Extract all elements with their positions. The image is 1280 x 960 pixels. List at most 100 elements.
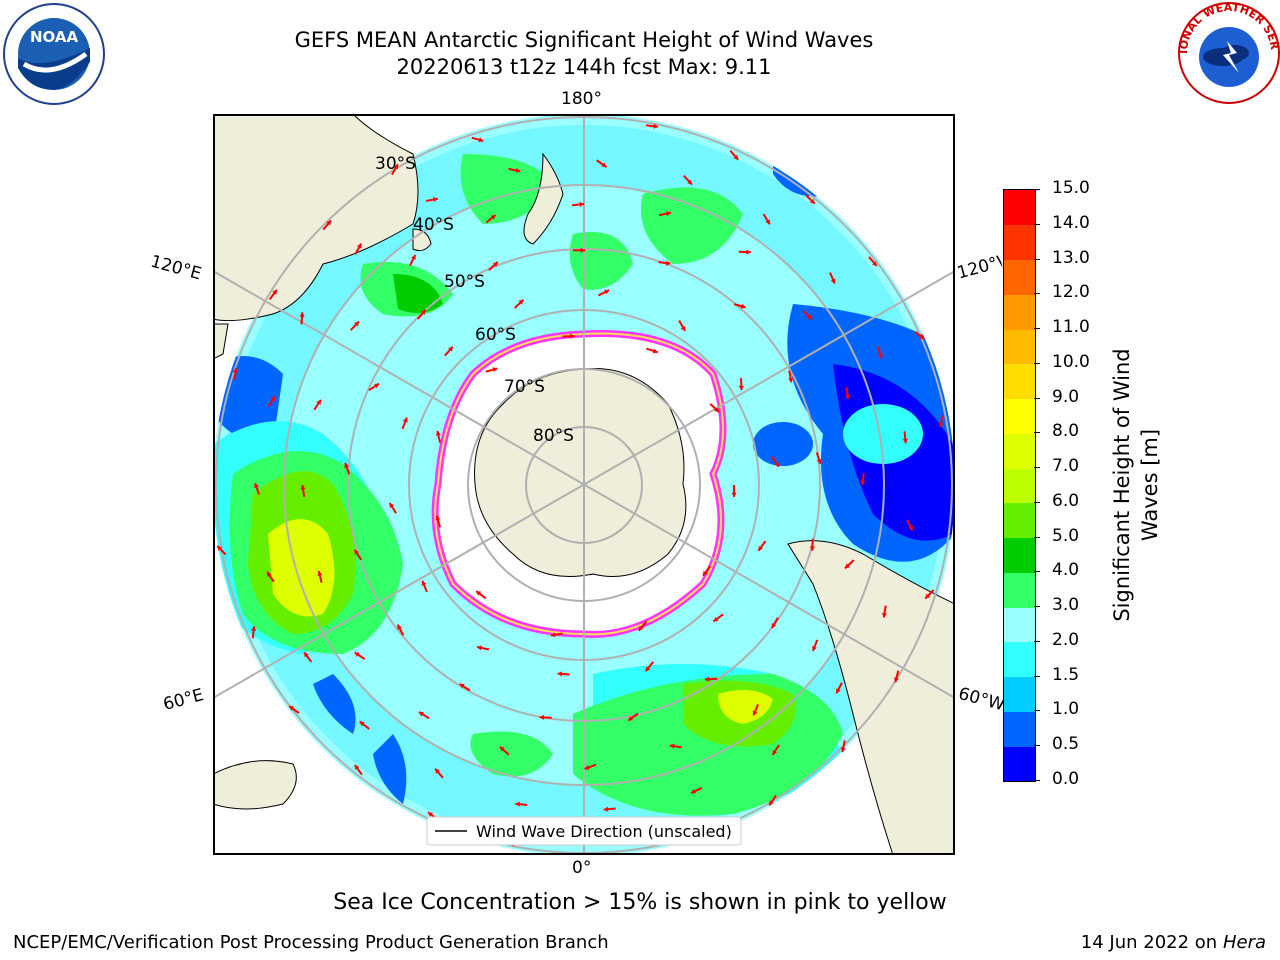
date-stamp: 14 Jun 2022 on Hera — [1081, 932, 1266, 953]
lat-label-80s: 80°S — [533, 426, 574, 446]
sea-ice-note: Sea Ice Concentration > 15% is shown in … — [333, 890, 947, 915]
nws-logo: NATIONAL WEATHER SERVICE — [1177, 1, 1280, 104]
colorbar-tick-mark — [1034, 397, 1040, 399]
colorbar-tick-label: 1.5 — [1052, 664, 1080, 685]
lat-label-50s: 50°S — [444, 272, 485, 292]
colorbar-tick-label: 4.0 — [1052, 560, 1080, 581]
wave-arrow-head — [354, 321, 360, 327]
wave-arrow-head — [420, 309, 426, 315]
wave-arrow-head — [492, 367, 498, 373]
colorbar-tick-mark — [1034, 258, 1040, 260]
lat-label-40s: 40°S — [413, 215, 454, 235]
colorbar-tick-label: 5.0 — [1052, 525, 1080, 546]
wave-arrow-head — [806, 314, 812, 320]
legend-box — [426, 816, 742, 846]
wave-arrow-head — [435, 515, 441, 521]
wave-arrow-head — [872, 261, 877, 267]
wave-arrow-head — [601, 162, 607, 168]
lon-label-left-lower: 60°E — [161, 685, 206, 715]
colorbar-bin — [1004, 711, 1035, 747]
wave-arrow-head — [908, 525, 913, 531]
colorbar-tick-mark — [1034, 293, 1040, 295]
wave-arrow-head — [731, 492, 737, 497]
wave-arrow-head — [809, 546, 815, 551]
wave-arrow-head — [603, 806, 609, 812]
wave-arrow-head — [758, 545, 763, 551]
wave-arrow-head — [666, 211, 671, 217]
colorbar-tick-label: 2.0 — [1052, 629, 1080, 650]
wave-arrow-head — [702, 570, 708, 576]
wave-arrow-head — [733, 154, 739, 160]
wave-arrow-head — [771, 623, 777, 629]
colorbar-bin — [1004, 641, 1035, 678]
lon-label-right-lower: 60°W — [956, 683, 1007, 716]
colorbar-tick-label: 10.0 — [1052, 351, 1090, 372]
colorbar-bin — [1004, 363, 1035, 400]
wave-arrow-head — [653, 123, 658, 129]
wave-arrow-head — [938, 422, 944, 428]
map-panel: 30°S 40°S 50°S 60°S 70°S 80°S Wind Wave … — [212, 113, 956, 856]
wave-arrow-head — [354, 652, 360, 657]
colorbar-bin — [1004, 190, 1035, 226]
colorbar-tick-label: 3.0 — [1052, 595, 1080, 616]
colorbar — [1003, 189, 1036, 782]
wave-arrow-head — [433, 196, 438, 203]
colorbar-tick-mark — [1034, 640, 1040, 642]
wave-arrow-head — [919, 334, 925, 340]
antarctica — [474, 367, 687, 577]
wave-arrow-head — [272, 289, 277, 295]
wave-arrow-head — [740, 303, 746, 309]
colorbar-tick-label: 6.0 — [1052, 490, 1080, 511]
wave-arrow-head — [550, 632, 556, 638]
wave-arrow-head — [448, 346, 453, 352]
lon-label-bottom: 0° — [572, 858, 592, 878]
wave-arrow-head — [765, 219, 770, 225]
wave-arrow-head — [476, 591, 482, 596]
wave-arrow-head — [539, 714, 545, 721]
colorbar-tick-label: 8.0 — [1052, 421, 1080, 442]
wave-arrow-head — [840, 747, 846, 753]
wave-arrow-head — [411, 254, 416, 260]
wave-arrow-head — [584, 765, 590, 770]
wave-arrow-head — [628, 715, 634, 721]
colorbar-bin — [1004, 676, 1035, 712]
colorbar-tick-mark — [1034, 432, 1040, 434]
wave-arrow-head — [772, 749, 778, 755]
wave-arrow-head — [746, 249, 751, 255]
colorbar-tick-mark — [1034, 362, 1040, 364]
wave-arrow-head — [830, 278, 836, 284]
colorbar-tick-mark — [1034, 606, 1040, 608]
colorbar-bin — [1004, 537, 1035, 573]
wave-arrow-head — [844, 563, 850, 569]
wave-arrow-head — [374, 383, 380, 389]
colorbar-tick-mark — [1034, 501, 1040, 503]
lat-label-70s: 70°S — [504, 377, 545, 397]
colorbar-ticks: 0.0 0.5 1.0 1.5 2.0 3.0 4.0 5.0 6.0 7.0 8.0 9.0 10.0… — [1034, 178, 1094, 789]
colorbar-tick-label: 12.0 — [1052, 282, 1090, 303]
wave-arrow-head — [714, 407, 720, 413]
title-line-2: 20220613 t12z 144h fcst Max: 9.11 — [396, 55, 772, 79]
colorbar-tick-mark — [1034, 780, 1040, 781]
colorbar-tick-mark — [1034, 467, 1040, 469]
colorbar-tick-mark — [1034, 675, 1040, 677]
colorbar-tick-mark — [1034, 223, 1040, 225]
colorbar-bin — [1004, 294, 1035, 330]
title-line-1: GEFS MEAN Antarctic Significant Height o… — [294, 28, 874, 52]
lon-label-right-upper: 120°W — [955, 252, 1004, 284]
wave-arrow-head — [232, 368, 238, 373]
wave-arrow-head — [788, 377, 794, 383]
wave-arrow-head — [316, 399, 321, 405]
wave-arrow-head — [359, 721, 365, 727]
colorbar-bin — [1004, 607, 1035, 643]
wave-arrow-head — [687, 179, 692, 185]
wave-direction-arrows — [216, 123, 944, 847]
wave-arrow-head — [354, 764, 360, 770]
wave-arrow-head — [580, 247, 586, 253]
wave-arrow-head — [515, 801, 520, 807]
wave-arrow-head — [354, 549, 360, 555]
wave-arrow-head — [844, 394, 851, 400]
lon-label-top: 180° — [561, 89, 602, 109]
credit-text: NCEP/EMC/Verification Post Processing Pr… — [13, 932, 609, 953]
colorbar-tick-label: 0.0 — [1052, 769, 1080, 789]
wave-arrow-head — [418, 712, 424, 717]
